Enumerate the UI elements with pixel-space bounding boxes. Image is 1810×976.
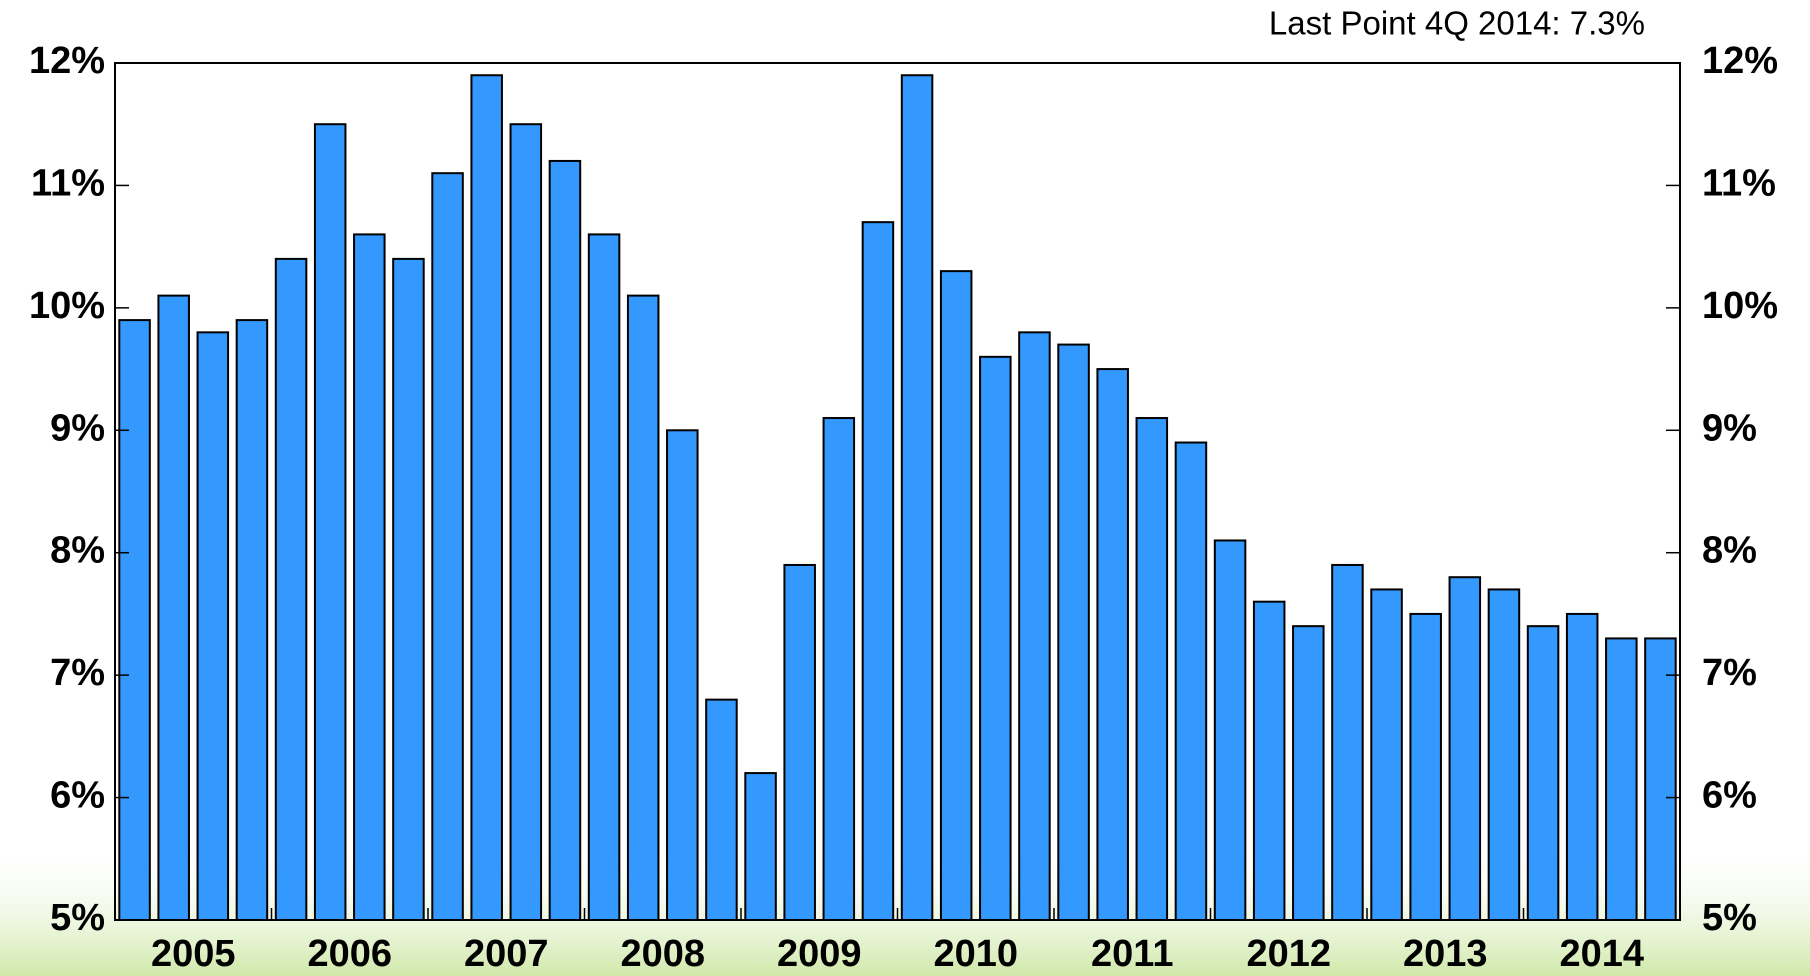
bar: [939, 270, 973, 921]
bar: [431, 172, 464, 921]
bar: [509, 123, 543, 921]
bar: [1018, 331, 1051, 922]
y2-tick-label: 12%: [1702, 40, 1778, 82]
y-tick-label: 10%: [29, 285, 105, 327]
x-tick-label: 2011: [1091, 933, 1173, 975]
bar: [666, 429, 699, 921]
bar: [1448, 576, 1482, 921]
y-tick-label: 7%: [50, 652, 105, 694]
x-tick-label: 2010: [933, 933, 1018, 975]
y2-tick-label: 9%: [1702, 407, 1757, 449]
annotation: Last Point 4Q 2014: 7.3%: [1269, 5, 1645, 42]
y2-tick-label: 7%: [1702, 652, 1757, 694]
y2-tick-label: 6%: [1702, 775, 1757, 817]
bar: [1409, 612, 1442, 922]
bar: [1135, 417, 1169, 921]
bar: [1096, 368, 1129, 922]
y-tick-label: 9%: [50, 407, 105, 449]
x-tick-label: 2007: [464, 933, 549, 975]
y2-tick-label: 8%: [1702, 530, 1757, 572]
bar: [1213, 539, 1247, 921]
bar: [548, 159, 582, 921]
bar: [313, 123, 347, 921]
bar: [979, 355, 1012, 922]
bar: [1331, 563, 1364, 921]
bar: [392, 257, 425, 921]
bar: [1252, 600, 1286, 922]
bar: [1565, 612, 1599, 922]
bar: [118, 319, 151, 922]
y-tick-label: 6%: [50, 775, 105, 817]
bar: [157, 294, 190, 922]
x-tick-label: 2008: [620, 933, 705, 975]
bar: [705, 698, 738, 922]
bar: [1526, 625, 1560, 922]
plot-area: 5% 6% 7% 8% 9% 10% 11% 12% 5% 6% 7% 8% 9% 10% 11% 12% 20…: [29, 40, 1778, 975]
bar: [353, 233, 386, 921]
bar: [626, 294, 660, 922]
y-tick-label: 11%: [31, 162, 105, 204]
bar: [861, 221, 895, 921]
x-tick-label: 2005: [151, 933, 236, 975]
x-tick-label: 2009: [777, 933, 862, 975]
x-tick-label: 2014: [1559, 933, 1644, 975]
bar: [1487, 588, 1521, 921]
y2-tick-label: 10%: [1702, 285, 1778, 327]
bar: [744, 772, 777, 921]
bar: [1292, 625, 1325, 922]
bar: [900, 74, 934, 921]
x-tick-label: 2013: [1403, 933, 1488, 975]
bar: [235, 319, 269, 922]
y-tick-label: 5%: [50, 897, 105, 939]
bar: [196, 331, 230, 922]
bar: [1174, 441, 1208, 921]
y-tick-label: 12%: [29, 40, 105, 82]
bar: [822, 417, 856, 921]
x-tick-label: 2006: [307, 933, 392, 975]
bar: [783, 563, 816, 921]
y-tick-label: 8%: [50, 530, 105, 572]
y2-tick-label: 5%: [1702, 897, 1757, 939]
bar: [587, 233, 621, 921]
bar: [274, 257, 308, 921]
x-tick-label: 2012: [1246, 933, 1331, 975]
bar: [1370, 588, 1403, 921]
bar: [1057, 343, 1090, 922]
bar: [470, 74, 503, 921]
plot-frame: [114, 62, 1681, 921]
y2-tick-label: 11%: [1702, 162, 1776, 204]
bar: [1605, 637, 1638, 922]
bar: [1644, 637, 1677, 922]
